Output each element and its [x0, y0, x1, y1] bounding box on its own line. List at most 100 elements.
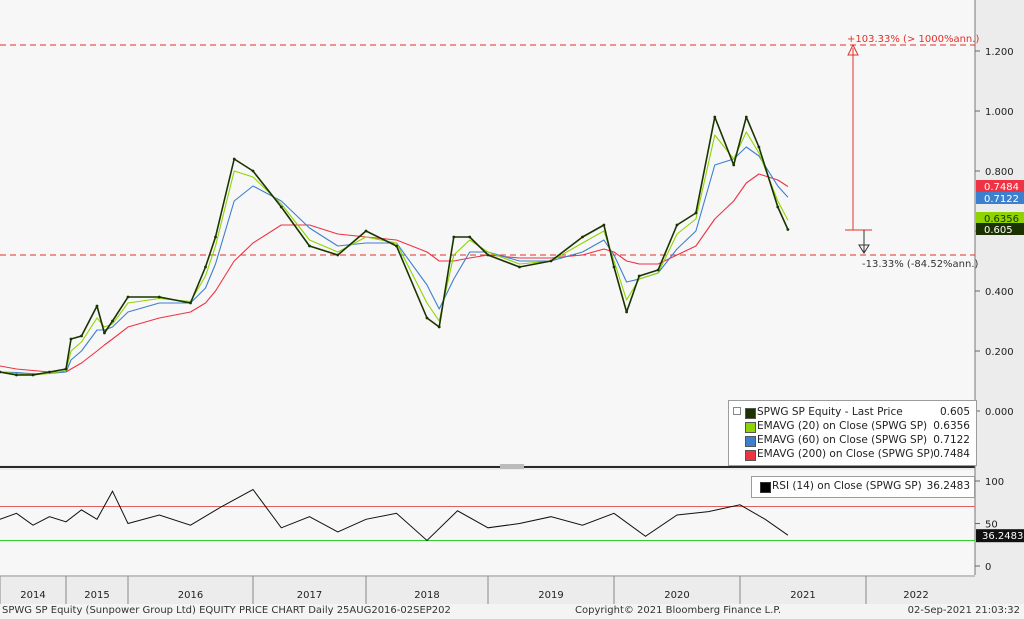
price-chart: 2014 2015 2016 2017 2018 2019 2020 2021 2022 1.2… [0, 0, 1024, 604]
x-tick-label: 2019 [538, 590, 563, 601]
price-point [612, 265, 616, 269]
price-point [69, 337, 73, 341]
x-tick-label: 2017 [297, 590, 322, 601]
range-annotation: +103.33% (> 1000%ann.) -13.33% (-84.52%a… [845, 34, 979, 270]
price-point [776, 205, 780, 209]
y-tick-label: 0.200 [985, 347, 1014, 358]
legend-swatch [745, 422, 756, 433]
legend-collapse-icon[interactable] [733, 407, 741, 415]
y-tick-label: 0.400 [985, 287, 1014, 298]
price-value-tag-label: 0.605 [984, 225, 1013, 236]
lower-annotation-text: -13.33% (-84.52%ann.) [862, 259, 979, 270]
price-point [468, 235, 472, 239]
footer-title: SPWG SP Equity (Sunpower Group Ltd) EQUI… [2, 605, 451, 616]
price-point [251, 169, 255, 173]
legend-item-ema20: EMAVG (20) on Close (SPWG SP) 0.6356 [729, 420, 976, 433]
price-point [656, 268, 660, 272]
price-point [549, 259, 553, 263]
price-point [675, 223, 679, 227]
price-point [694, 211, 698, 215]
upper-annotation-text: +103.33% (> 1000%ann.) [847, 34, 979, 45]
price-point [157, 295, 161, 299]
rsi-value-tag-label: 36.2483 [982, 531, 1023, 542]
price-point [80, 334, 83, 338]
legend-item-last-price: SPWG SP Equity - Last Price 0.605 [729, 406, 976, 419]
footer-timestamp: 02-Sep-2021 21:03:32 [907, 605, 1020, 616]
legend-swatch [745, 450, 756, 461]
price-value-tag [976, 180, 1024, 192]
price-point [364, 229, 368, 233]
legend-item-ema60: EMAVG (60) on Close (SPWG SP) 0.7122 [729, 434, 976, 447]
rsi-legend-label: RSI (14) on Close (SPWG SP) [772, 480, 922, 492]
price-point [103, 331, 106, 335]
series-line-ema [0, 131, 789, 376]
legend-label: EMAVG (200) on Close (SPWG SP) [757, 448, 934, 460]
price-point [232, 157, 236, 161]
price-point [64, 367, 68, 371]
legend-swatch [745, 436, 756, 447]
price-point [637, 274, 641, 278]
price-point [279, 205, 283, 209]
rsi-legend-value: 36.2483 [926, 480, 970, 492]
rsi-value-tag [976, 529, 1024, 543]
y-tick-label: 0.000 [985, 407, 1014, 418]
price-value-tag [976, 223, 1024, 235]
price-point [602, 223, 606, 227]
rsi-y-tick-label: 100 [985, 477, 1004, 488]
series-line-ema [0, 173, 789, 373]
price-value-tag-label: 0.7484 [984, 182, 1019, 193]
rsi-y-tick-label: 50 [985, 520, 998, 531]
rsi-legend[interactable]: RSI (14) on Close (SPWG SP) 36.2483 [751, 476, 975, 498]
legend-swatch [745, 408, 756, 419]
price-value-tag-label: 0.6356 [984, 214, 1019, 225]
price-point [786, 228, 790, 231]
price-point [308, 244, 311, 248]
rsi-y-tick-label: 0 [985, 562, 991, 573]
price-point [214, 235, 217, 239]
y-tick-label: 1.200 [985, 47, 1014, 58]
price-point [425, 316, 429, 320]
chart-footer: SPWG SP Equity (Sunpower Group Ltd) EQUI… [0, 604, 1024, 619]
rsi-line [0, 488, 789, 542]
y-tick-label: 0.800 [985, 167, 1014, 178]
x-tick-label: 2016 [178, 590, 203, 601]
price-point [625, 310, 628, 314]
price-point [581, 235, 584, 239]
legend-label: EMAVG (60) on Close (SPWG SP) [757, 434, 928, 446]
price-point [15, 373, 18, 377]
x-tick-label: 2022 [903, 590, 928, 601]
price-value-tag [976, 212, 1024, 224]
x-tick-label: 2021 [790, 590, 815, 601]
price-point [732, 163, 736, 167]
legend-value: 0.7484 [933, 448, 970, 460]
price-point [437, 325, 441, 329]
legend-value: 0.6356 [933, 420, 970, 432]
price-point [31, 373, 35, 377]
x-tick-label: 2020 [664, 590, 689, 601]
price-point [126, 295, 130, 299]
x-tick-label: 2018 [414, 590, 439, 601]
price-point [518, 265, 521, 269]
price-point [486, 253, 490, 257]
price-point [452, 235, 456, 239]
price-point [757, 145, 761, 149]
price-value-tag [976, 192, 1024, 204]
price-point [395, 244, 398, 248]
price-point [189, 301, 192, 305]
price-point [111, 319, 114, 323]
legend-value: 0.605 [939, 406, 970, 418]
price-point [0, 370, 2, 374]
price-point [95, 304, 99, 308]
legend-item-ema200: EMAVG (200) on Close (SPWG SP) 0.7484 [729, 448, 976, 461]
price-point [336, 253, 340, 257]
x-tick-label: 2015 [84, 590, 109, 601]
y-tick-label: 1.000 [985, 107, 1014, 118]
legend-value: 0.7122 [933, 434, 970, 446]
x-tick-label: 2014 [20, 590, 45, 601]
price-legend[interactable]: SPWG SP Equity - Last Price 0.605 EMAVG … [728, 400, 977, 466]
price-point [713, 115, 717, 119]
price-point [744, 115, 748, 119]
legend-label: SPWG SP Equity - Last Price [757, 406, 903, 418]
footer-copyright: Copyright© 2021 Bloomberg Finance L.P. [575, 605, 782, 616]
price-point [204, 265, 207, 269]
